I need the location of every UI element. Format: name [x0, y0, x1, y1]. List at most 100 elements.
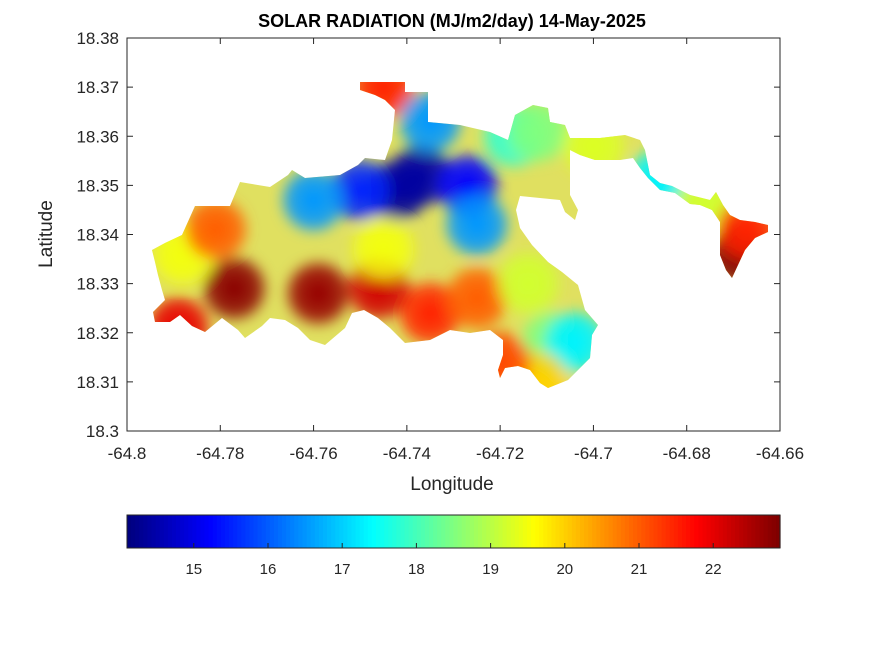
y-tick-label: 18.34	[76, 226, 119, 245]
colorbar-segment	[151, 515, 157, 548]
colorbar-segment	[204, 515, 210, 548]
colorbar-segment	[731, 515, 736, 548]
colorbar-segment	[580, 515, 585, 548]
colorbar-segment	[502, 515, 508, 548]
x-tick-label: -64.66	[756, 444, 804, 463]
colorbar-tick-label: 16	[260, 561, 277, 578]
colorbar-segment	[237, 515, 242, 548]
colorbar-segment	[278, 515, 283, 548]
colorbar-segment	[326, 515, 332, 548]
colorbar-segment	[347, 515, 353, 548]
colorbar-segment	[588, 515, 593, 548]
colorbar-segment	[294, 515, 300, 548]
colorbar-segment	[241, 515, 246, 548]
y-tick-label: 18.33	[76, 275, 119, 294]
colorbar-segment	[498, 515, 504, 548]
x-tick-label: -64.78	[196, 444, 244, 463]
colorbar-segment	[139, 515, 144, 548]
colorbar-tick-label: 19	[482, 561, 499, 578]
colorbar-segment	[457, 515, 463, 548]
colorbar-segment	[535, 515, 540, 548]
colorbar-segment	[637, 515, 642, 548]
colorbar-segment	[677, 515, 683, 548]
colorbar-segment	[424, 515, 430, 548]
colorbar-segment	[628, 515, 634, 548]
x-tick-label: -64.8	[108, 444, 147, 463]
colorbar-segment	[404, 515, 410, 548]
colorbar-segment	[739, 515, 744, 548]
heatmap-cell-core	[516, 271, 541, 296]
colorbar-segment	[514, 515, 520, 548]
heatmap-cell-core	[418, 301, 443, 326]
colorbar-segment	[249, 515, 255, 548]
colorbar-segment	[433, 515, 438, 548]
y-tick-label: 18.3	[86, 422, 119, 441]
colorbar-segment	[465, 515, 471, 548]
colorbar-segment	[449, 515, 455, 548]
colorbar-segment	[490, 515, 495, 548]
colorbar-segment	[384, 515, 389, 548]
colorbar-segment	[416, 515, 422, 548]
colorbar-segment	[302, 515, 308, 548]
chart-title: SOLAR RADIATION (MJ/m2/day) 14-May-2025	[258, 11, 646, 31]
colorbar-segment	[575, 515, 581, 548]
colorbar-segment	[702, 515, 708, 548]
colorbar-segment	[224, 515, 230, 548]
colorbar-tick-label: 22	[705, 561, 722, 578]
colorbar-segment	[653, 515, 659, 548]
colorbar-segment	[335, 515, 340, 548]
heatmap-cell-core	[525, 119, 550, 144]
colorbar-segment	[363, 515, 369, 548]
colorbar-segment	[355, 515, 361, 548]
colorbar-segment	[555, 515, 561, 548]
colorbar-segment	[343, 515, 348, 548]
heatmap-cell-core	[735, 217, 760, 242]
colorbar-segment	[359, 515, 365, 548]
colorbar-segment	[290, 515, 295, 548]
colorbar-segment	[682, 515, 687, 548]
colorbar-segment	[388, 515, 393, 548]
colorbar-segment	[710, 515, 716, 548]
colorbar-segment	[171, 515, 177, 548]
colorbar-segment	[208, 515, 214, 548]
y-tick-label: 18.38	[76, 29, 119, 48]
colorbar-segment	[257, 515, 263, 548]
colorbar-segment	[665, 515, 671, 548]
colorbar-segment	[339, 515, 344, 548]
colorbar-segment	[547, 515, 553, 548]
y-tick-label: 18.31	[76, 373, 119, 392]
colorbar-segment	[600, 515, 606, 548]
colorbar-segment	[437, 515, 442, 548]
colorbar-segment	[718, 515, 724, 548]
x-tick-label: -64.7	[574, 444, 613, 463]
y-tick-label: 18.35	[76, 176, 119, 195]
y-tick-label: 18.37	[76, 78, 119, 97]
colorbar-segment	[175, 515, 181, 548]
colorbar-segment	[714, 515, 720, 548]
x-tick-label: -64.74	[383, 444, 431, 463]
colorbar-segment	[510, 515, 516, 548]
colorbar-frame	[126, 514, 781, 549]
heatmap-cell-core	[408, 163, 433, 188]
colorbar-segment	[482, 515, 487, 548]
colorbar-segment	[767, 515, 773, 548]
colorbar-segment	[698, 515, 704, 548]
colorbar-segment	[196, 515, 202, 548]
y-axis: 18.3 18.31 18.32 18.33 18.34 18.35 18.36 18.37 1…	[76, 29, 780, 441]
heatmap-cell-core	[371, 237, 396, 262]
colorbar-segment	[755, 515, 761, 548]
x-tick-label: -64.76	[289, 444, 337, 463]
colorbar-segment	[608, 515, 614, 548]
colorbar-segment	[735, 515, 740, 548]
colorbar-segment	[722, 515, 728, 548]
colorbar-segment	[522, 515, 528, 548]
colorbar-segment	[539, 515, 544, 548]
colorbar-segment	[298, 515, 304, 548]
colorbar-segment	[375, 515, 381, 548]
colorbar-segment	[331, 515, 336, 548]
colorbar-segment	[673, 515, 679, 548]
colorbar-segment	[245, 515, 251, 548]
colorbar-segment	[775, 515, 781, 548]
colorbar-segment	[584, 515, 589, 548]
